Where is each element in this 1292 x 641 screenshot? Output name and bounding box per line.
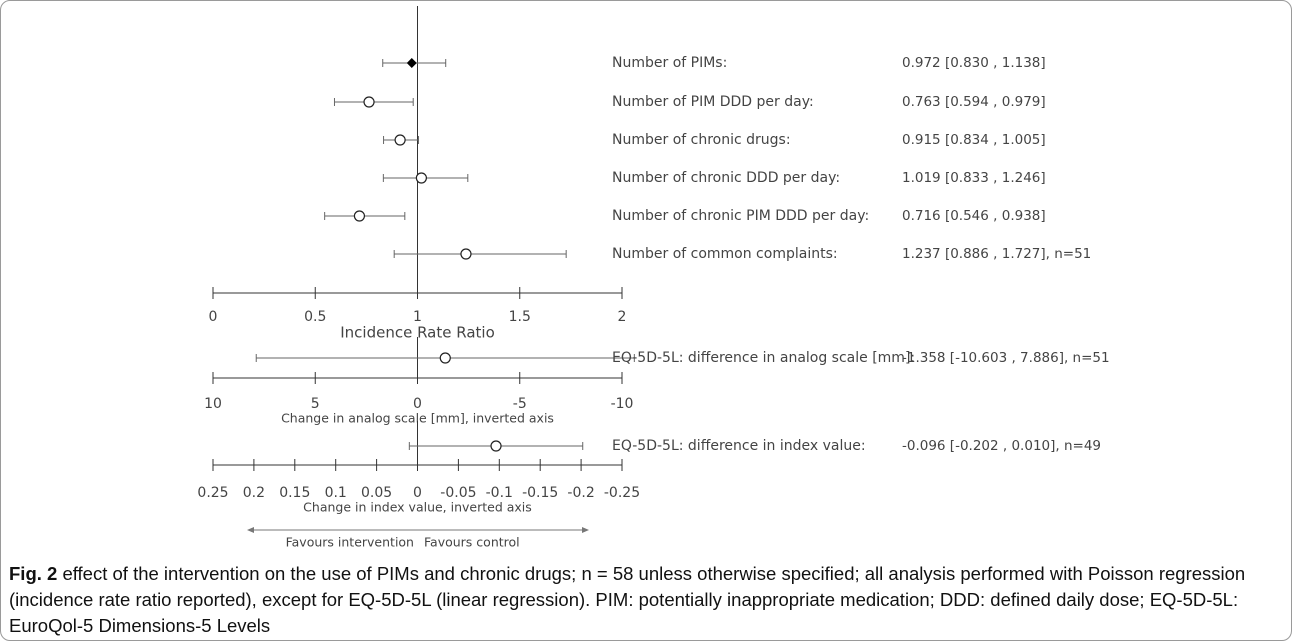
caption-label: Fig. 2 xyxy=(9,563,58,584)
index-x-axis-label: Change in index value, inverted axis xyxy=(303,500,532,515)
index-tick-label: 0 xyxy=(413,485,422,501)
estimate-circle xyxy=(490,440,502,452)
index-tick-label: -0.05 xyxy=(440,485,476,501)
irr-x-axis-label: Incidence Rate Ratio xyxy=(340,324,495,342)
index-tick-label: 0.15 xyxy=(279,485,310,501)
vas-x-axis-label: Change in analog scale [mm], inverted ax… xyxy=(281,411,554,426)
index-tick-label: -0.25 xyxy=(604,485,640,501)
irr-tick-label: 0.5 xyxy=(304,309,326,325)
vas-tick-label: 0 xyxy=(413,396,422,412)
index-tick-label: 0.05 xyxy=(361,485,392,501)
favours-control-label: Favours control xyxy=(424,535,520,550)
estimate-circle xyxy=(460,248,472,260)
row-ci-text: 1.019 [0.833 , 1.246] xyxy=(902,170,1046,186)
row-label: Number of PIMs: xyxy=(612,55,727,71)
vas-tick-label: -10 xyxy=(611,396,634,412)
figure-caption: Fig. 2 effect of the intervention on the… xyxy=(9,561,1279,639)
vas-tick-label: 5 xyxy=(311,396,320,412)
index-tick-label: 0.25 xyxy=(197,485,228,501)
favours-control-arrowhead xyxy=(582,527,589,533)
row-label: Number of chronic DDD per day: xyxy=(612,170,840,186)
row-ci-text: 0.716 [0.546 , 0.938] xyxy=(902,208,1046,224)
caption-text: effect of the intervention on the use of… xyxy=(9,563,1246,636)
index-tick-label: -0.2 xyxy=(567,485,594,501)
row-ci-text: -1.358 [-10.603 , 7.886], n=51 xyxy=(902,350,1110,366)
row-label: EQ-5D-5L: difference in analog scale [mm… xyxy=(612,350,915,366)
estimate-circle xyxy=(353,210,366,222)
row-label: Number of common complaints: xyxy=(612,246,838,262)
forest-plot: 0 0.5 1 1.5 2 Incidence Rate Ratio Number of P… xyxy=(197,6,1110,550)
index-tick-label: 0.2 xyxy=(243,485,265,501)
estimate-circle xyxy=(439,352,451,364)
index-tick-label: -0.1 xyxy=(486,485,513,501)
row-ci-text: 0.972 [0.830 , 1.138] xyxy=(902,55,1046,71)
favours-intervention-arrowhead xyxy=(247,527,254,533)
estimate-diamond xyxy=(406,58,417,68)
row-label: Number of PIM DDD per day: xyxy=(612,94,814,110)
irr-tick-label: 1.5 xyxy=(509,309,531,325)
estimate-circle xyxy=(394,134,406,146)
index-tick-label: -0.15 xyxy=(522,485,558,501)
irr-tick-label: 2 xyxy=(618,309,627,325)
row-label: Number of chronic PIM DDD per day: xyxy=(612,208,869,224)
irr-tick-label: 1 xyxy=(413,309,422,325)
irr-tick-label: 0 xyxy=(209,309,218,325)
row-label: EQ-5D-5L: difference in index value: xyxy=(612,438,866,454)
row-ci-text: 0.915 [0.834 , 1.005] xyxy=(902,132,1046,148)
row-ci-text: 1.237 [0.886 , 1.727], n=51 xyxy=(902,246,1091,262)
estimate-circle xyxy=(415,172,427,184)
row-ci-text: 0.763 [0.594 , 0.979] xyxy=(902,94,1046,110)
index-tick-label: 0.1 xyxy=(325,485,347,501)
vas-tick-label: 10 xyxy=(204,396,222,412)
estimate-circle xyxy=(363,96,375,108)
favours-intervention-label: Favours intervention xyxy=(286,535,414,550)
row-label: Number of chronic drugs: xyxy=(612,132,791,148)
vas-tick-label: -5 xyxy=(513,396,527,412)
row-ci-text: -0.096 [-0.202 , 0.010], n=49 xyxy=(902,438,1101,454)
